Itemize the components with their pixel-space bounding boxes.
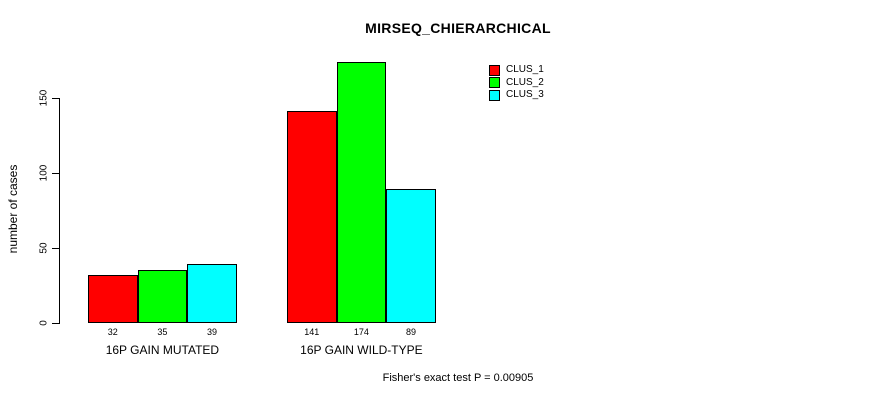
bar-clus_1-2 <box>287 111 337 323</box>
category-label: 16P GAIN MUTATED <box>105 343 220 357</box>
legend-row-clus_3: CLUS_3 <box>489 89 544 102</box>
bar-value-label: 141 <box>304 327 320 337</box>
bar-value-label: 89 <box>405 327 417 337</box>
y-tick-label: 150 <box>38 89 50 106</box>
legend-swatch-clus_2 <box>489 77 500 89</box>
legend-row-clus_1: CLUS_1 <box>489 64 544 77</box>
footnote-fisher-test: Fisher's exact test P = 0.00905 <box>382 372 534 384</box>
chart-title: MIRSEQ_CHIERARCHICAL <box>365 20 551 36</box>
bar-clus_1-1 <box>88 274 138 323</box>
y-tick-mark <box>52 322 59 324</box>
legend: CLUS_1 CLUS_2 CLUS_3 <box>489 64 544 102</box>
y-tick-mark <box>52 97 59 99</box>
legend-label-clus_3: CLUS_3 <box>506 89 544 101</box>
y-tick-label: 0 <box>38 319 50 326</box>
bar-value-label: 174 <box>353 327 369 337</box>
y-tick-mark <box>52 172 59 174</box>
legend-label-clus_1: CLUS_1 <box>506 64 544 76</box>
legend-swatch-clus_1 <box>489 64 500 76</box>
bar-value-label: 39 <box>206 327 218 337</box>
category-label: 16P GAIN WILD-TYPE <box>300 343 423 357</box>
legend-row-clus_2: CLUS_2 <box>489 77 544 90</box>
legend-label-clus_2: CLUS_2 <box>506 76 544 88</box>
y-tick-label: 100 <box>38 164 50 181</box>
legend-swatch-clus_3 <box>489 89 500 101</box>
bar-value-label: 35 <box>157 327 168 337</box>
y-axis-line <box>59 97 60 324</box>
y-tick-label: 50 <box>38 241 50 254</box>
bar-clus_2-2 <box>336 61 387 323</box>
bar-clus_3-2 <box>386 189 436 323</box>
y-axis-title: number of cases <box>6 164 20 254</box>
bar-clus_3-1 <box>187 264 237 323</box>
bar-clus_2-1 <box>137 270 188 323</box>
y-tick-mark <box>52 247 59 249</box>
bar-value-label: 32 <box>107 327 118 337</box>
